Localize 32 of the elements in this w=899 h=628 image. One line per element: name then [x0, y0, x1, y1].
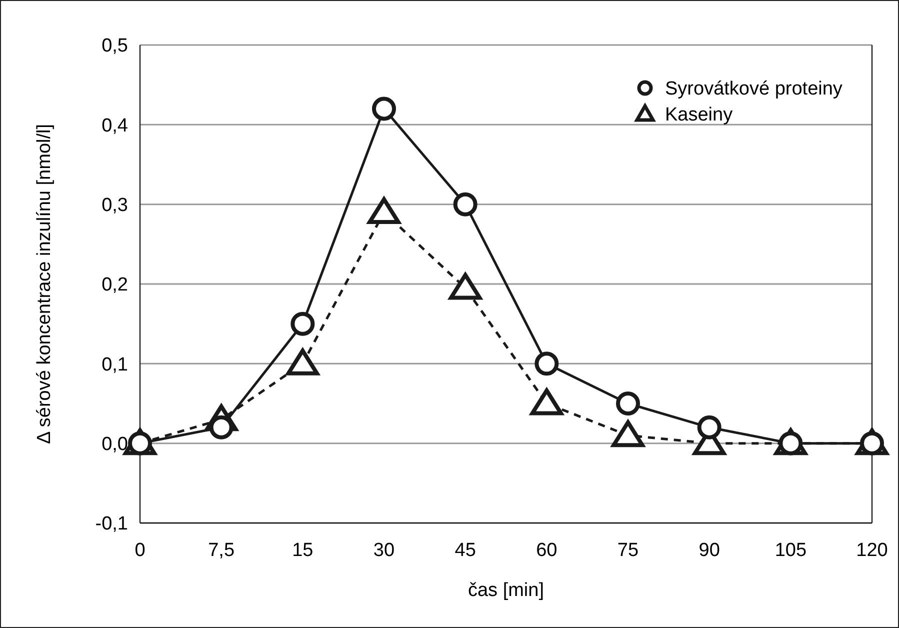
x-tick-label: 0 — [134, 540, 146, 561]
y-tick-label: 0,2 — [102, 274, 128, 296]
point — [612, 420, 644, 448]
y-tick-label: -0,1 — [95, 514, 128, 535]
x-tick-label: 105 — [774, 540, 807, 561]
y-tick-label: 0,0 — [102, 434, 128, 455]
x-tick-label: 90 — [698, 540, 720, 561]
x-axis-title: čas [min] — [468, 580, 544, 601]
legend-label: Kaseiny — [665, 104, 734, 126]
x-tick-label: 7,5 — [208, 540, 235, 561]
y-tick-label: 0,4 — [102, 115, 128, 136]
point — [372, 96, 396, 121]
x-tick-label: 30 — [373, 540, 395, 561]
point — [530, 388, 563, 416]
point — [534, 352, 559, 376]
x-tick-label: 60 — [536, 540, 558, 561]
x-tick-label: 75 — [617, 540, 639, 561]
y-tick-label: 0,3 — [102, 194, 128, 216]
point — [286, 348, 319, 376]
legend-label: Syrovátkové proteiny — [665, 78, 843, 100]
x-tick-label: 45 — [454, 540, 476, 561]
point — [290, 312, 315, 336]
y-tick-label: 0,5 — [102, 36, 128, 57]
point — [368, 197, 400, 224]
point — [616, 392, 640, 416]
y-tick-label: 0,1 — [102, 354, 128, 376]
x-tick-label: 15 — [292, 540, 314, 561]
point — [697, 415, 722, 440]
point — [449, 272, 482, 300]
x-tick-label: 120 — [856, 540, 888, 561]
y-axis-title: Δ sérové koncentrace inzulínu [nmol/l] — [34, 124, 55, 444]
point — [453, 192, 478, 216]
